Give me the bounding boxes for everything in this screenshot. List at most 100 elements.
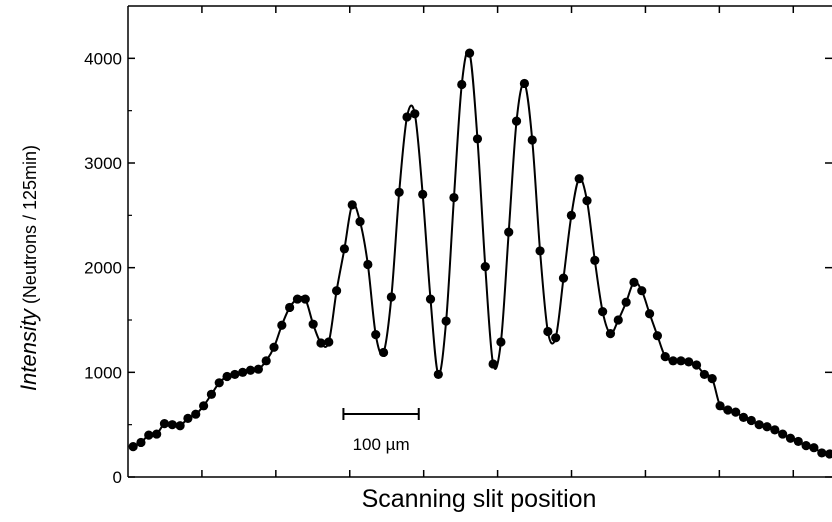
x-axis-title: Scanning slit position xyxy=(362,485,597,513)
data-point xyxy=(238,367,248,377)
data-point xyxy=(598,307,608,317)
data-point xyxy=(582,196,592,206)
data-point xyxy=(167,420,177,430)
data-point xyxy=(292,294,303,304)
data-point xyxy=(261,356,271,366)
data-point xyxy=(425,294,436,304)
data-point xyxy=(707,374,717,384)
y-tick-label: 3000 xyxy=(84,154,122,173)
data-point xyxy=(590,255,600,265)
data-point xyxy=(504,227,514,237)
data-point xyxy=(418,189,428,199)
axes xyxy=(127,5,832,478)
data-point xyxy=(644,309,655,319)
data-point xyxy=(457,79,467,90)
data-point xyxy=(214,378,224,388)
scale-bar xyxy=(342,408,420,420)
scale-bar-label: 100 µm xyxy=(353,435,410,454)
data-point xyxy=(762,422,772,432)
data-point xyxy=(433,369,443,380)
data-point xyxy=(355,217,365,227)
data-point xyxy=(801,441,811,451)
data-point xyxy=(339,244,350,254)
data-point xyxy=(551,333,561,343)
y-tick-label: 4000 xyxy=(84,49,122,68)
data-point xyxy=(778,429,788,439)
data-point xyxy=(269,342,279,352)
data-point xyxy=(402,112,412,122)
y-tick-label: 2000 xyxy=(84,259,122,278)
data-point xyxy=(738,412,749,422)
y-axis-title-unit: (Neutrons / 125min) xyxy=(20,145,40,309)
data-point xyxy=(637,286,647,296)
data-point xyxy=(793,436,803,447)
data-point xyxy=(668,356,678,366)
data-point xyxy=(535,246,545,256)
y-tick-label: 1000 xyxy=(84,363,122,382)
data-point xyxy=(613,315,623,325)
data-point xyxy=(449,192,459,203)
data-point xyxy=(629,277,639,287)
data-point xyxy=(159,419,170,429)
data-point xyxy=(175,421,185,431)
data-point xyxy=(746,415,756,426)
data-point xyxy=(825,449,832,459)
data-point xyxy=(684,357,694,367)
data-point xyxy=(723,405,733,415)
data-point xyxy=(277,320,287,330)
data-point xyxy=(316,338,326,348)
data-point xyxy=(191,409,201,419)
data-point xyxy=(676,356,686,366)
data-point xyxy=(543,326,553,337)
data-point xyxy=(324,337,334,347)
data-point xyxy=(363,259,373,270)
data-point xyxy=(222,371,232,382)
data-point xyxy=(371,330,381,340)
data-point xyxy=(144,430,154,440)
data-point xyxy=(394,187,404,197)
data-point xyxy=(527,135,537,145)
data-point xyxy=(770,425,780,435)
data-point xyxy=(519,78,530,89)
data-point xyxy=(253,364,263,374)
data-point xyxy=(480,262,490,272)
data-point xyxy=(785,433,796,443)
data-point xyxy=(605,329,616,339)
data-point xyxy=(206,389,217,399)
data-point xyxy=(488,359,498,369)
data-point xyxy=(199,401,209,411)
data-point xyxy=(378,347,389,358)
data-point xyxy=(699,369,709,380)
data-point xyxy=(136,437,146,448)
data-point xyxy=(809,443,819,453)
data-point xyxy=(386,292,396,302)
data-point xyxy=(621,297,631,307)
data-point xyxy=(496,337,506,347)
data-point xyxy=(441,316,451,326)
data-point xyxy=(660,352,670,362)
y-axis-title: Intensity (Neutrons / 125min) xyxy=(16,145,41,391)
data-point xyxy=(245,365,256,375)
data-point xyxy=(300,294,310,304)
data-point xyxy=(574,174,584,184)
data-points xyxy=(128,48,832,459)
fit-curve xyxy=(132,49,830,455)
data-point xyxy=(410,109,420,119)
y-axis-title-italic: Intensity xyxy=(16,307,41,391)
data-point xyxy=(558,273,569,283)
data-point xyxy=(511,116,522,126)
data-point xyxy=(331,286,342,296)
data-point xyxy=(652,331,663,341)
data-point xyxy=(308,319,318,329)
data-point xyxy=(128,442,138,452)
y-axis-ticks: 0 1000 2000 3000 4000 xyxy=(84,49,832,487)
data-point xyxy=(715,401,725,411)
data-point xyxy=(152,429,162,439)
data-point xyxy=(691,360,702,370)
data-point xyxy=(566,210,576,220)
data-point xyxy=(285,302,295,313)
data-point xyxy=(464,48,475,58)
data-point xyxy=(183,413,193,423)
x-axis-ticks xyxy=(201,6,795,477)
